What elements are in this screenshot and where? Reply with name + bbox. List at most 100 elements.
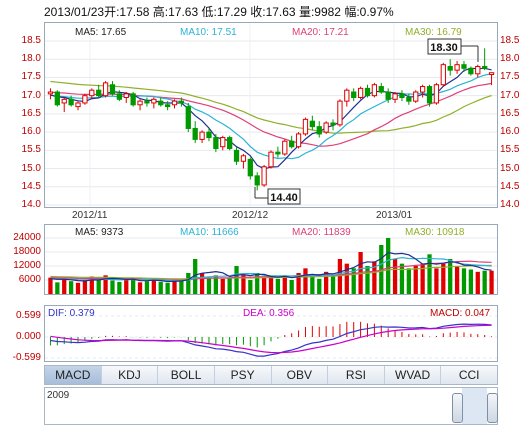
candle[interactable]	[130, 92, 136, 107]
volume-bar[interactable]	[406, 268, 411, 294]
candle[interactable]	[268, 150, 274, 169]
candle[interactable]	[447, 59, 453, 76]
volume-bar[interactable]	[475, 271, 480, 294]
volume-bar[interactable]	[131, 278, 136, 294]
navigator-selection[interactable]	[462, 388, 487, 424]
volume-bar[interactable]	[62, 278, 67, 294]
volume-bar[interactable]	[275, 278, 281, 294]
volume-bar[interactable]	[261, 277, 267, 294]
candle[interactable]	[364, 84, 371, 98]
candle[interactable]	[61, 97, 67, 113]
candle[interactable]	[68, 95, 74, 107]
candle[interactable]	[82, 93, 88, 105]
volume-bar[interactable]	[330, 275, 336, 294]
volume-bar[interactable]	[420, 263, 425, 294]
tab-rsi[interactable]: RSI	[328, 366, 385, 384]
candle[interactable]	[240, 153, 247, 169]
candle[interactable]	[309, 115, 315, 131]
candle[interactable]	[220, 135, 226, 151]
candle[interactable]	[75, 101, 81, 111]
candle[interactable]	[337, 99, 343, 127]
candle[interactable]	[109, 81, 116, 96]
candle[interactable]	[419, 84, 426, 98]
tab-cci[interactable]: CCI	[441, 366, 497, 384]
candle[interactable]	[144, 97, 150, 107]
candle[interactable]	[96, 84, 102, 98]
volume-bar[interactable]	[165, 282, 170, 294]
volume-bar[interactable]	[227, 277, 232, 294]
candle[interactable]	[406, 93, 412, 105]
volume-bar[interactable]	[482, 270, 487, 294]
volume-bar[interactable]	[82, 280, 88, 294]
volume-bar[interactable]	[103, 275, 108, 294]
candle[interactable]	[468, 66, 474, 76]
tab-boll[interactable]: BOLL	[158, 366, 215, 384]
volume-bar[interactable]	[268, 276, 274, 295]
volume-bar[interactable]	[151, 279, 156, 294]
volume-bar[interactable]	[344, 263, 349, 294]
candle[interactable]	[289, 135, 295, 149]
candle[interactable]	[247, 157, 253, 180]
volume-bar[interactable]	[372, 261, 377, 294]
candle[interactable]	[275, 146, 281, 158]
candle[interactable]	[399, 90, 405, 102]
volume-bar[interactable]	[186, 273, 191, 294]
candle[interactable]	[254, 172, 260, 191]
volume-bar[interactable]	[317, 278, 322, 294]
volume-bar[interactable]	[220, 278, 225, 294]
candle[interactable]	[282, 139, 288, 156]
volume-bar[interactable]	[399, 263, 405, 294]
candle[interactable]	[192, 121, 198, 144]
candle[interactable]	[227, 135, 233, 151]
volume-bar[interactable]	[441, 263, 446, 294]
candle[interactable]	[261, 164, 267, 187]
candle[interactable]	[295, 132, 302, 149]
volume-bar[interactable]	[248, 280, 253, 294]
candle[interactable]	[440, 62, 446, 87]
candle[interactable]	[344, 88, 350, 107]
candle[interactable]	[475, 64, 481, 78]
volume-bar[interactable]	[68, 281, 74, 294]
volume-bar[interactable]	[206, 277, 212, 294]
candle[interactable]	[392, 92, 398, 103]
volume-bar[interactable]	[461, 268, 467, 294]
volume-bar[interactable]	[365, 266, 370, 294]
volume-bar[interactable]	[124, 280, 129, 294]
volume-bar[interactable]	[434, 268, 439, 294]
candle[interactable]	[54, 90, 60, 107]
volume-bar[interactable]	[55, 282, 60, 294]
candle[interactable]	[302, 117, 309, 136]
volume-bar[interactable]	[199, 273, 205, 294]
candle[interactable]	[371, 82, 378, 98]
tab-obv[interactable]: OBV	[271, 366, 329, 384]
volume-bar[interactable]	[282, 275, 287, 294]
candle[interactable]	[47, 88, 54, 100]
candle[interactable]	[461, 61, 467, 72]
time-navigator[interactable]	[44, 387, 498, 425]
volume-bars[interactable]	[48, 238, 494, 295]
volume-bar[interactable]	[289, 280, 294, 294]
volume-bar[interactable]	[427, 254, 432, 294]
candle[interactable]	[351, 88, 357, 102]
volume-bar[interactable]	[310, 275, 315, 294]
volume-bar[interactable]	[448, 259, 453, 294]
volume-bar[interactable]	[213, 275, 218, 294]
volume-bar[interactable]	[303, 268, 308, 294]
volume-bar[interactable]	[392, 259, 398, 294]
candle[interactable]	[378, 82, 384, 94]
candle[interactable]	[137, 99, 143, 111]
volume-bar[interactable]	[351, 268, 356, 294]
candle[interactable]	[116, 90, 123, 102]
volume-bar[interactable]	[137, 282, 143, 294]
candle[interactable]	[426, 84, 433, 107]
volume-bar[interactable]	[234, 266, 239, 294]
candle[interactable]	[178, 97, 185, 107]
volume-bar[interactable]	[386, 238, 391, 294]
tab-psy[interactable]: PSY	[214, 366, 272, 384]
volume-bar[interactable]	[96, 279, 101, 294]
volume-bar[interactable]	[48, 277, 53, 294]
candle[interactable]	[385, 88, 391, 103]
tab-wvad[interactable]: WVAD	[384, 366, 442, 384]
candle[interactable]	[413, 90, 419, 103]
volume-bar[interactable]	[179, 280, 184, 294]
